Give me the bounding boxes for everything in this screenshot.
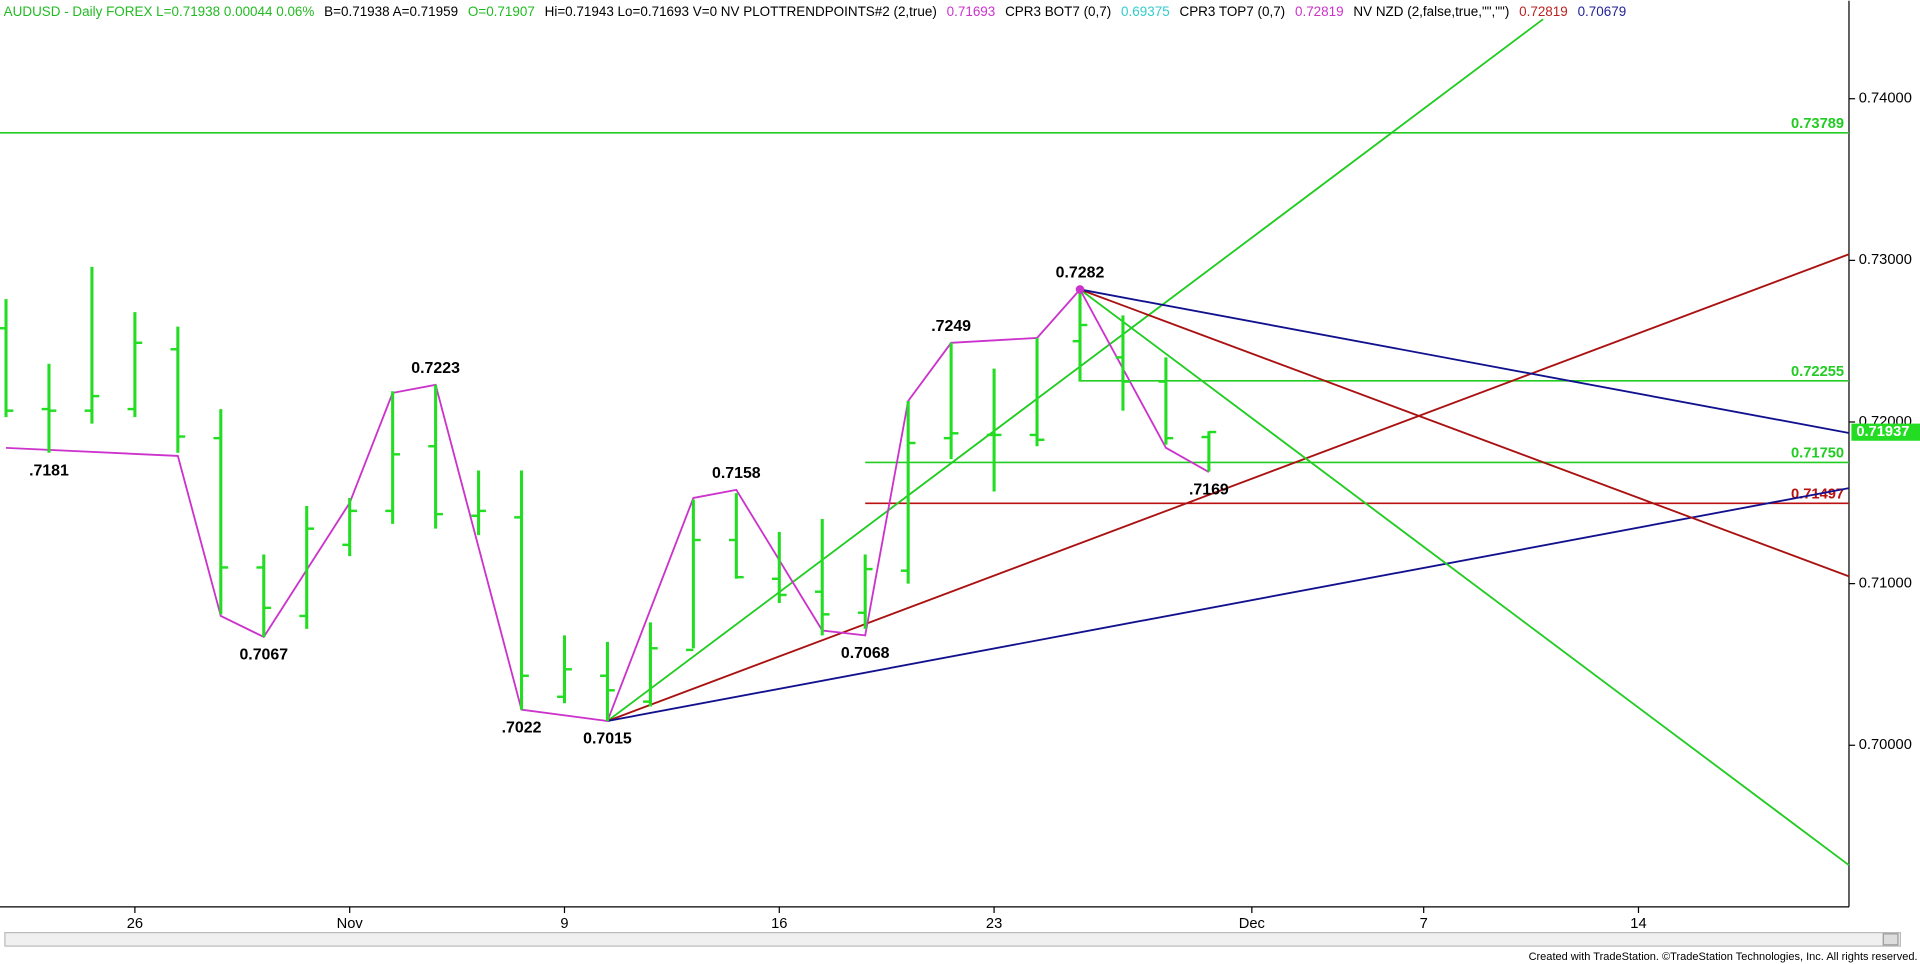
x-tick-label: Nov	[337, 916, 364, 932]
swing-label: 0.7015	[583, 731, 632, 748]
header-segment: O=0.71907	[468, 3, 535, 18]
trend-line	[1079, 288, 1850, 866]
level-label: 0.72255	[1791, 364, 1844, 380]
swing-label: .7249	[931, 318, 971, 335]
trend-line	[607, 253, 1850, 722]
trend-line	[1079, 288, 1850, 434]
last-price-label: 0.71937	[1856, 424, 1909, 440]
swing-label: .7169	[1189, 482, 1229, 499]
trend-line	[607, 487, 1850, 722]
header-segment: CPR3 BOT7 (0,7)	[1005, 3, 1111, 18]
footer: Created with TradeStation. ©TradeStation…	[1529, 951, 1918, 963]
swing-label: 0.7158	[712, 465, 761, 482]
level-label: 0.71750	[1791, 446, 1844, 462]
swing-label: 0.7282	[1056, 265, 1105, 282]
swing-label: 0.7067	[239, 647, 288, 664]
header-segment: 0.69375	[1121, 3, 1170, 18]
header-segment: 0.70679	[1578, 3, 1627, 18]
trend-line	[1079, 288, 1850, 578]
y-tick-label: 0.70000	[1859, 737, 1912, 753]
scrollbar-thumb[interactable]	[1882, 933, 1899, 946]
x-tick-label: 14	[1630, 916, 1646, 932]
x-tick-label: 7	[1420, 916, 1428, 932]
x-tick-label: 26	[127, 916, 143, 932]
header-segment: Hi=0.71943 Lo=0.71693 V=0 NV PLOTTRENDPO…	[545, 3, 937, 18]
swing-label: .7181	[29, 462, 69, 479]
trend-line	[606, 18, 1544, 722]
header-segment: 0.71693	[947, 3, 996, 18]
last-price-box	[1851, 423, 1920, 441]
header-segment: CPR3 TOP7 (0,7)	[1179, 3, 1285, 18]
swing-peak	[1075, 285, 1085, 294]
header-segment: NV NZD (2,false,true,"","")	[1353, 3, 1509, 18]
header-segment: AUDUSD - Daily FOREX L=0.71938 0.00044 0…	[4, 3, 315, 18]
y-tick-label: 0.71000	[1859, 576, 1912, 592]
header-segment: 0.72819	[1295, 3, 1344, 18]
level-label: 0.73789	[1791, 116, 1844, 132]
header: AUDUSD - Daily FOREX L=0.71938 0.00044 0…	[4, 3, 1627, 18]
x-tick-label: Dec	[1239, 916, 1265, 932]
x-tick-label: 16	[771, 916, 787, 932]
header-segment: B=0.71938 A=0.71959	[324, 3, 458, 18]
x-tick-label: 23	[986, 916, 1002, 932]
x-tick-label: 9	[560, 916, 568, 932]
header-segment: 0.72819	[1519, 3, 1568, 18]
swing-label: 0.7223	[411, 360, 460, 377]
y-tick-label: 0.73000	[1859, 252, 1912, 268]
y-tick-label: 0.74000	[1859, 91, 1912, 107]
swing-label: .7022	[502, 719, 542, 736]
scrollbar[interactable]	[4, 931, 1902, 947]
swing-label: 0.7068	[841, 645, 890, 662]
